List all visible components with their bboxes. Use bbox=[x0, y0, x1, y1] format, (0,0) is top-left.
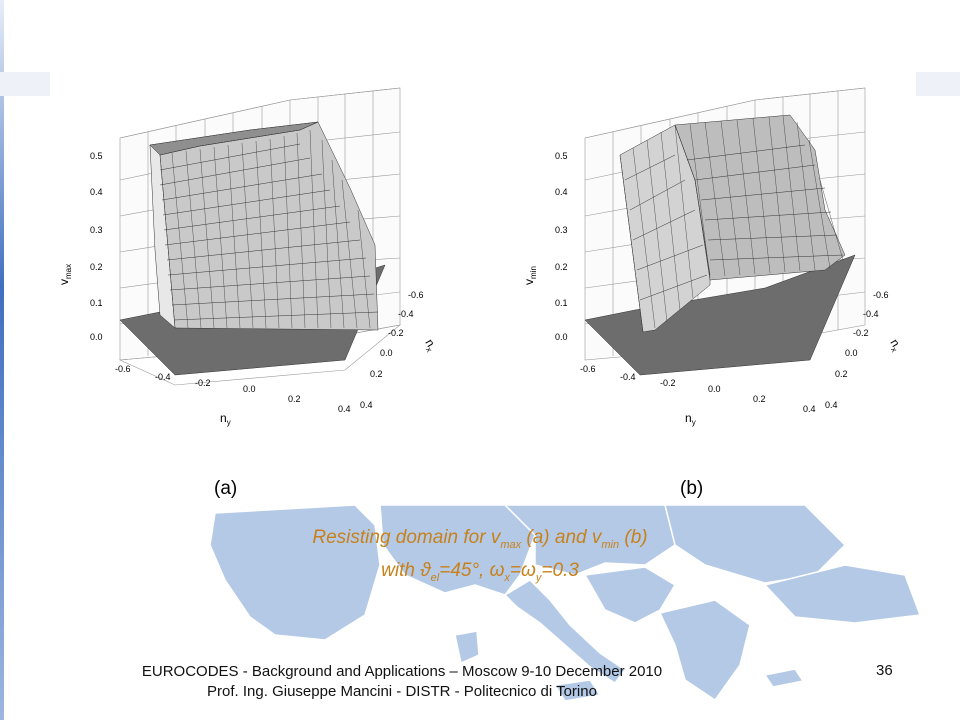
svg-text:0.2: 0.2 bbox=[90, 262, 103, 272]
svg-text:0.2: 0.2 bbox=[555, 262, 568, 272]
svg-text:-0.4: -0.4 bbox=[155, 372, 171, 382]
svg-text:-0.2: -0.2 bbox=[853, 328, 869, 338]
svg-text:0.3: 0.3 bbox=[555, 225, 568, 235]
svg-text:0.0: 0.0 bbox=[555, 332, 568, 342]
nx-axis-label: nx bbox=[421, 337, 440, 354]
caption-line-2: with ϑel=45°, ωx=ωy=0.3 bbox=[381, 559, 579, 584]
svg-text:0.0: 0.0 bbox=[380, 348, 393, 358]
svg-text:0.4: 0.4 bbox=[555, 187, 568, 197]
z-axis-label: vmin bbox=[525, 266, 538, 285]
svg-text:0.0: 0.0 bbox=[243, 384, 256, 394]
svg-text:-0.4: -0.4 bbox=[863, 309, 879, 319]
svg-text:-0.2: -0.2 bbox=[195, 378, 211, 388]
page-number: 36 bbox=[876, 662, 893, 679]
svg-text:-0.6: -0.6 bbox=[408, 290, 424, 300]
figure-caption: Resisting domain for vmax (a) and vmin (… bbox=[250, 525, 710, 591]
decor-band bbox=[916, 72, 960, 96]
svg-text:-0.4: -0.4 bbox=[398, 309, 414, 319]
ny-axis-ticks: -0.6 -0.4 -0.2 0.0 0.2 0.4 bbox=[115, 364, 351, 414]
z-axis-label: vmax bbox=[60, 264, 73, 285]
nx-axis-ticks: -0.6 -0.4 -0.2 0.0 0.2 0.4 bbox=[825, 290, 889, 410]
svg-text:0.5: 0.5 bbox=[90, 151, 103, 161]
svg-text:-0.4: -0.4 bbox=[620, 372, 636, 382]
svg-text:0.3: 0.3 bbox=[90, 225, 103, 235]
svg-text:-0.2: -0.2 bbox=[388, 328, 404, 338]
surface-plot-vmin: 0.5 0.4 0.3 0.2 0.1 0.0 vmin -0.6 -0.4 -… bbox=[525, 87, 905, 427]
panel-label-b: (b) bbox=[680, 478, 704, 499]
svg-text:0.0: 0.0 bbox=[845, 348, 858, 358]
europe-map-background bbox=[209, 505, 922, 702]
svg-text:-0.6: -0.6 bbox=[873, 290, 889, 300]
ny-axis-label: ny bbox=[685, 411, 696, 427]
svg-text:0.4: 0.4 bbox=[825, 400, 838, 410]
svg-text:0.2: 0.2 bbox=[288, 394, 301, 404]
svg-text:0.2: 0.2 bbox=[753, 394, 766, 404]
svg-text:0.0: 0.0 bbox=[708, 384, 721, 394]
svg-text:-0.6: -0.6 bbox=[115, 364, 131, 374]
svg-text:-0.2: -0.2 bbox=[660, 378, 676, 388]
svg-text:0.2: 0.2 bbox=[835, 369, 848, 379]
svg-text:0.4: 0.4 bbox=[360, 400, 373, 410]
svg-text:0.4: 0.4 bbox=[338, 404, 351, 414]
slide-footer: EUROCODES - Background and Applications … bbox=[72, 662, 732, 702]
footer-line-2: Prof. Ing. Giuseppe Mancini - DISTR - Po… bbox=[207, 683, 597, 700]
surface-mesh bbox=[584, 114, 856, 376]
svg-text:0.0: 0.0 bbox=[90, 332, 103, 342]
accent-bar bbox=[0, 0, 4, 720]
svg-text:0.1: 0.1 bbox=[90, 298, 103, 308]
nx-axis-ticks: -0.6 -0.4 -0.2 0.0 0.2 0.4 bbox=[360, 290, 424, 410]
svg-text:0.2: 0.2 bbox=[370, 369, 383, 379]
surface-plot-vmax: 0.5 0.4 0.3 0.2 0.1 0.0 vmax -0.6 -0.4 -… bbox=[60, 87, 440, 427]
svg-text:0.1: 0.1 bbox=[555, 298, 568, 308]
footer-line-1: EUROCODES - Background and Applications … bbox=[141, 663, 663, 680]
ny-axis-label: ny bbox=[220, 411, 231, 427]
nx-axis-label: nx bbox=[886, 337, 905, 354]
surface-mesh bbox=[119, 121, 386, 376]
decor-band bbox=[0, 72, 50, 96]
caption-line-1: Resisting domain for vmax (a) and vmin (… bbox=[312, 527, 648, 551]
ny-axis-ticks: -0.6 -0.4 -0.2 0.0 0.2 0.4 bbox=[580, 364, 816, 414]
svg-text:0.4: 0.4 bbox=[803, 404, 816, 414]
svg-text:0.5: 0.5 bbox=[555, 151, 568, 161]
svg-text:0.4: 0.4 bbox=[90, 187, 103, 197]
panel-label-a: (a) bbox=[214, 478, 238, 499]
z-axis-ticks: 0.5 0.4 0.3 0.2 0.1 0.0 bbox=[555, 151, 568, 342]
svg-text:-0.6: -0.6 bbox=[580, 364, 596, 374]
z-axis-ticks: 0.5 0.4 0.3 0.2 0.1 0.0 bbox=[90, 151, 103, 342]
